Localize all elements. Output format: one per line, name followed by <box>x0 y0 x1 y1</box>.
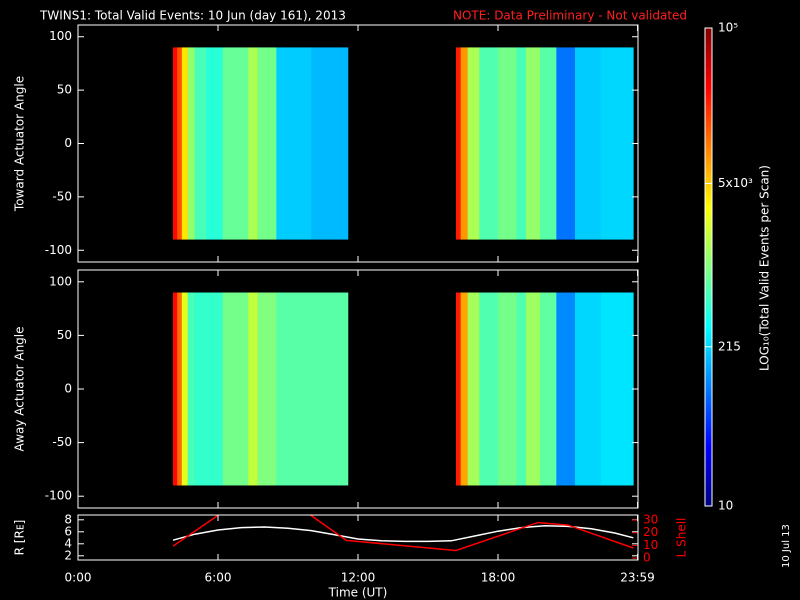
colorbar-tick-label: 10⁵ <box>718 21 738 35</box>
y-tick-label: 2 <box>64 548 72 562</box>
heat-cell <box>575 47 601 240</box>
y-axis-label: Away Actuator Angle <box>13 326 27 451</box>
y-tick-label: -100 <box>45 243 72 257</box>
heat-cell <box>181 47 188 240</box>
heat-cell <box>187 47 195 240</box>
colorbar-label: LOG₁₀(Total Valid Events per Scan) <box>758 165 772 371</box>
y2-axis-label: L Shell <box>675 518 689 558</box>
heat-cell <box>516 47 527 240</box>
heat-cell <box>206 292 223 486</box>
heat-cell <box>600 292 634 486</box>
heat-cell <box>172 47 178 240</box>
heat-cell <box>222 47 249 240</box>
y-tick-label: 50 <box>57 328 72 342</box>
heat-cell <box>556 292 576 486</box>
x-tick-label: 18:00 <box>481 571 516 585</box>
note: NOTE: Data Preliminary - Not validated <box>453 9 687 23</box>
y-axis-label: Toward Actuator Angle <box>13 76 27 212</box>
heat-cell <box>181 292 188 486</box>
heat-cell <box>257 292 277 486</box>
x-axis-label: Time (UT) <box>328 586 388 600</box>
heat-cell <box>526 47 541 240</box>
heat-cell <box>194 47 207 240</box>
heat-cell <box>257 47 277 240</box>
heat-cell <box>467 47 480 240</box>
heat-cell <box>311 47 349 240</box>
heat-cell <box>540 292 557 486</box>
y-axis-label: R [Rᴇ] <box>13 520 27 556</box>
heat-cell <box>498 47 517 240</box>
y-tick-label: 100 <box>49 274 72 288</box>
heat-cell <box>456 292 461 486</box>
heat-cell <box>556 47 576 240</box>
colorbar-tick-label: 215 <box>718 339 741 353</box>
y-tick-label: -100 <box>45 489 72 503</box>
heat-cell <box>456 47 461 240</box>
heat-cell <box>467 292 480 486</box>
heat-cell <box>172 292 178 486</box>
heat-cell <box>194 292 207 486</box>
chart-title: TWINS1: Total Valid Events: 10 Jun (day … <box>39 9 346 23</box>
heat-cell <box>575 292 601 486</box>
heat-cell <box>177 47 183 240</box>
x-tick-label: 6:00 <box>205 571 232 585</box>
y-tick-label: 100 <box>49 29 72 43</box>
y-tick-label: 6 <box>64 524 72 538</box>
heat-cell <box>600 47 634 240</box>
colorbar <box>705 28 712 506</box>
y2-tick-label: 10 <box>643 538 658 552</box>
heat-cell <box>248 292 258 486</box>
y-tick-label: 0 <box>64 382 72 396</box>
heat-cell <box>460 292 468 486</box>
plot-frame <box>77 269 639 509</box>
heat-cell <box>479 47 499 240</box>
heat-cell <box>311 292 349 486</box>
heat-cell <box>187 292 195 486</box>
date-stamp: 10 Jul 13 <box>781 524 792 568</box>
y-tick-label: 8 <box>64 512 72 526</box>
series-line <box>172 525 634 543</box>
heat-cell <box>177 292 183 486</box>
heat-cell <box>498 292 517 486</box>
y2-tick-label: 0 <box>643 551 651 565</box>
heat-cell <box>248 47 258 240</box>
heat-cell <box>222 292 249 486</box>
y-tick-label: 50 <box>57 83 72 97</box>
heat-cell <box>526 292 541 486</box>
y-tick-label: -50 <box>52 189 72 203</box>
heat-cell <box>276 47 312 240</box>
x-tick-label: 0:00 <box>65 571 92 585</box>
heat-cell <box>516 292 527 486</box>
colorbar-tick-label: 10 <box>718 499 733 513</box>
heat-cell <box>540 47 557 240</box>
y2-tick-label: 30 <box>643 513 658 527</box>
heat-cell <box>479 292 499 486</box>
heat-cell <box>276 292 312 486</box>
x-tick-label: 23:59 <box>620 571 655 585</box>
y-tick-label: 0 <box>64 136 72 150</box>
y-tick-label: -50 <box>52 435 72 449</box>
heat-cell <box>460 47 468 240</box>
x-tick-label: 12:00 <box>341 571 376 585</box>
y-tick-label: 4 <box>64 536 72 550</box>
series-line <box>172 515 634 552</box>
plot-frame <box>77 24 639 263</box>
plot-frame <box>77 514 639 561</box>
y2-tick-label: 20 <box>643 525 658 539</box>
heat-cell <box>206 47 223 240</box>
colorbar-tick-label: 5x10³ <box>718 176 753 190</box>
